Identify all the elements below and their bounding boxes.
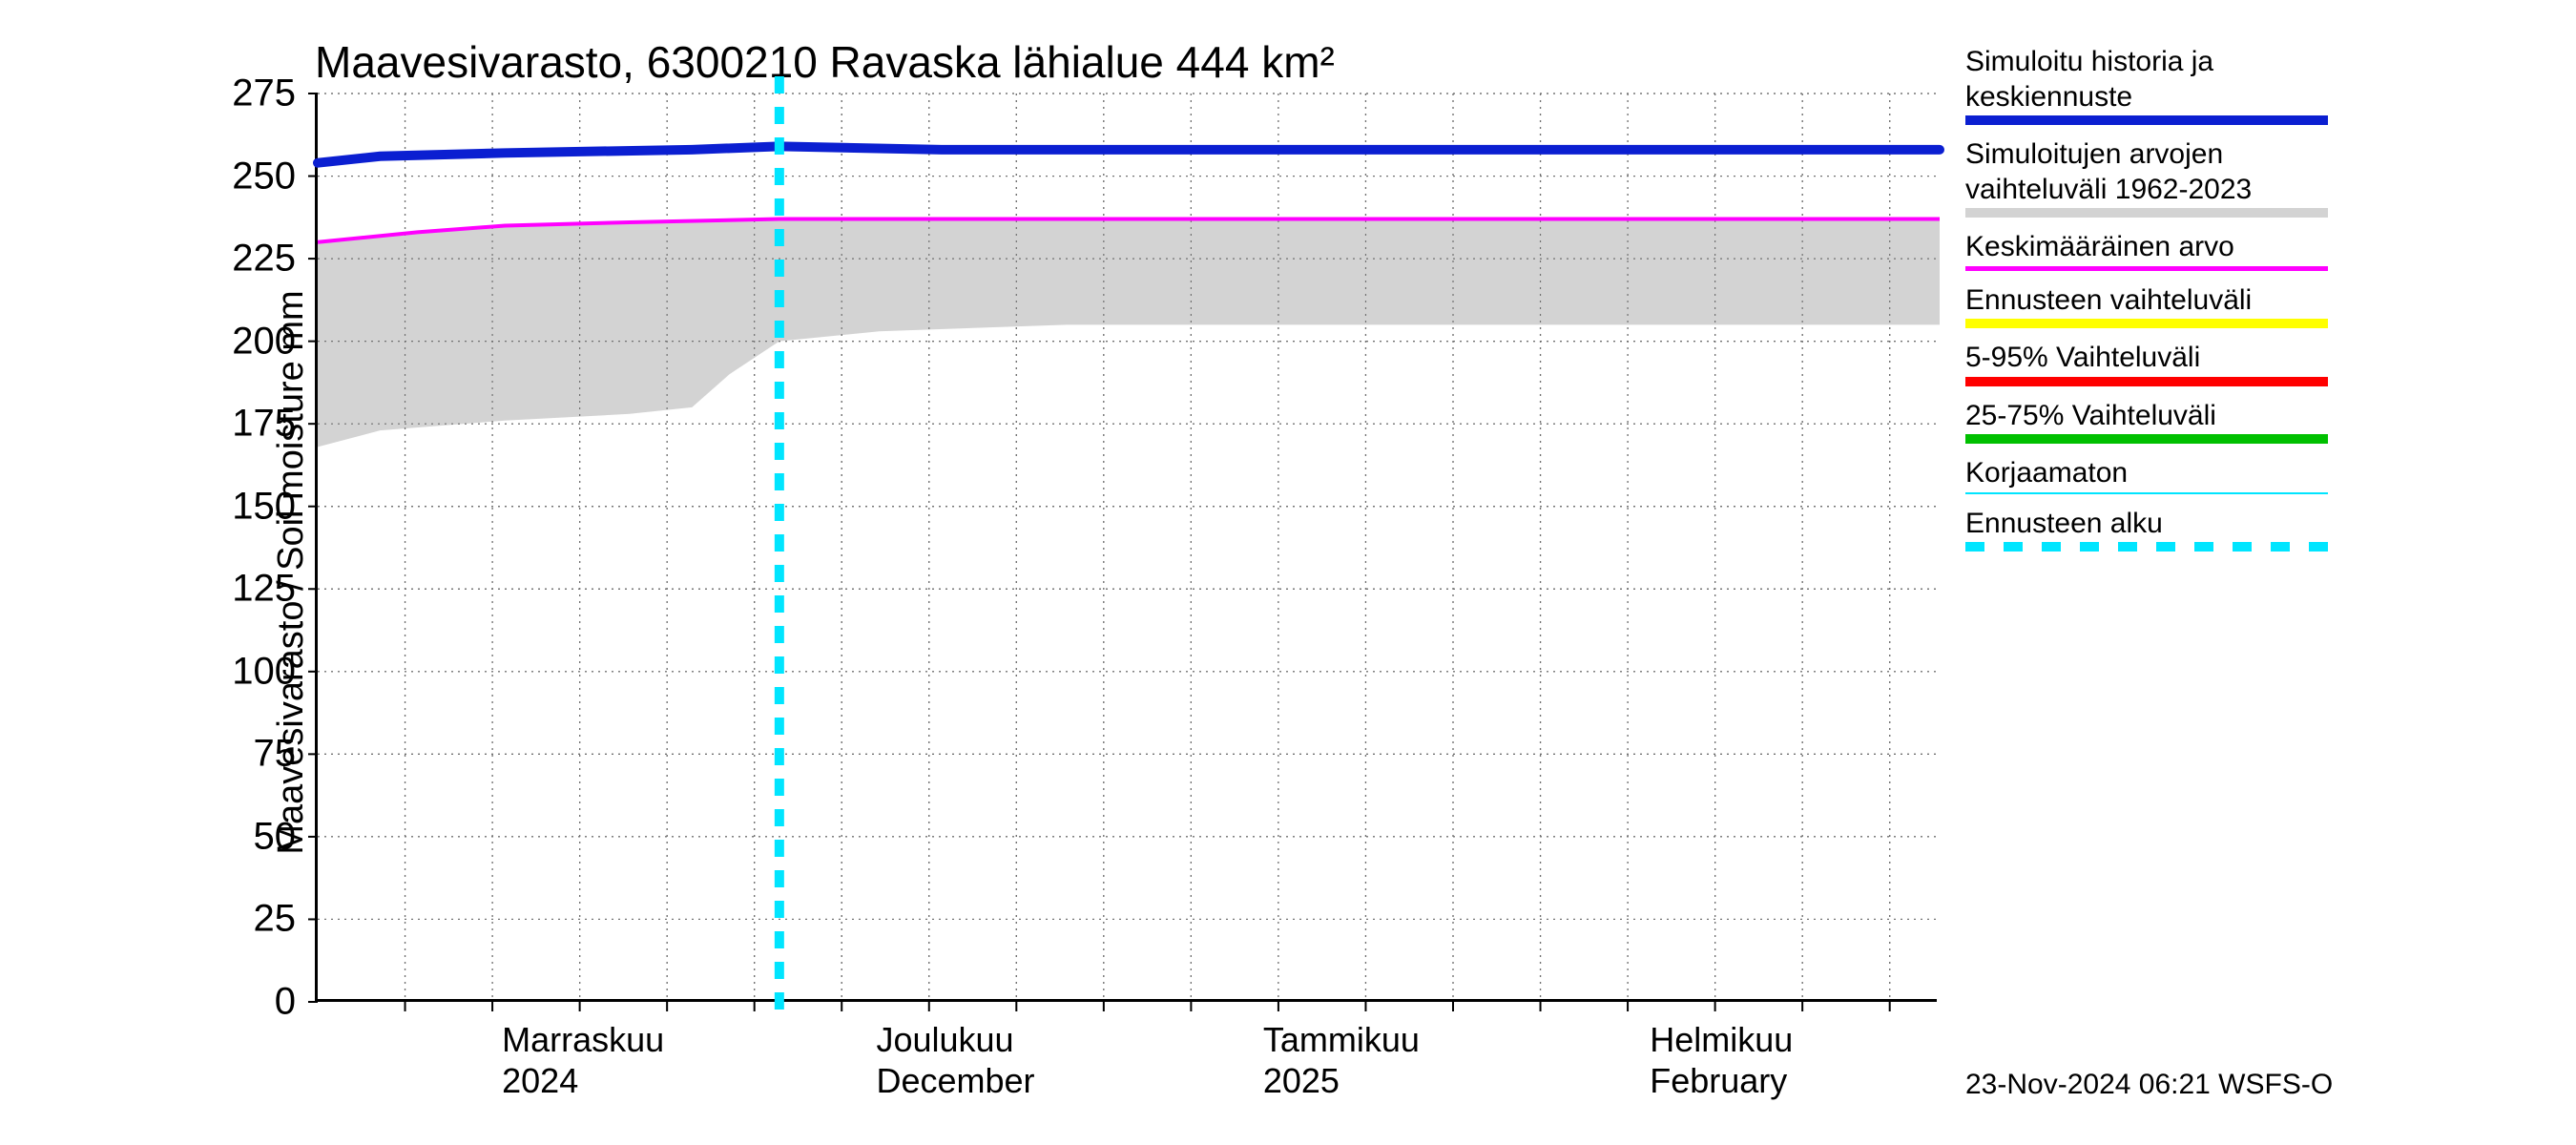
legend-label: Keskimääräinen arvo [1965,231,2557,264]
plot-svg [318,94,1940,1002]
ytick-label: 225 [191,238,296,281]
footer-timestamp: 23-Nov-2024 06:21 WSFS-O [1965,1069,2333,1101]
legend-swatch [1965,492,2328,494]
legend-swatch [1965,434,2328,444]
ytick-label: 275 [191,73,296,115]
legend-swatch [1965,115,2328,125]
ytick-label: 250 [191,155,296,198]
xtick-label: Tammikuu2025 [1263,1019,1420,1101]
legend-label: Simuloitujen arvojen [1965,138,2557,172]
legend-swatch [1965,208,2328,218]
ytick-label: 0 [191,981,296,1024]
legend-swatch [1965,377,2328,386]
xtick-label: HelmikuuFebruary [1650,1019,1793,1101]
legend-label: 5-95% Vaihteluväli [1965,342,2557,375]
legend-label: Ennusteen alku [1965,508,2557,541]
chart-page: Maavesivarasto / Soil moisture mm Maaves… [0,0,2576,1145]
plot-area [315,94,1937,1002]
ytick-label: 50 [191,815,296,858]
ytick-label: 125 [191,568,296,611]
legend-swatch [1965,319,2328,328]
legend-label: Ennusteen vaihteluväli [1965,284,2557,318]
legend-swatch [1965,266,2328,271]
legend-swatch [1965,542,2328,552]
ytick-label: 200 [191,320,296,363]
ytick-label: 75 [191,733,296,776]
legend: Simuloitu historia jakeskiennuste Simuloi… [1965,46,2557,565]
ytick-label: 175 [191,403,296,446]
xtick-label: JoulukuuDecember [876,1019,1034,1101]
legend-label: Korjaamaton [1965,457,2557,490]
ytick-label: 100 [191,650,296,693]
legend-label: keskiennuste [1965,81,2557,114]
chart-title: Maavesivarasto, 6300210 Ravaska lähialue… [315,36,1335,88]
ytick-label: 25 [191,898,296,941]
legend-label: 25-75% Vaihteluväli [1965,400,2557,433]
legend-label: vaihteluväli 1962-2023 [1965,174,2557,207]
legend-label: Simuloitu historia ja [1965,46,2557,79]
xtick-label: Marraskuu2024 [502,1019,664,1101]
ytick-label: 150 [191,485,296,528]
